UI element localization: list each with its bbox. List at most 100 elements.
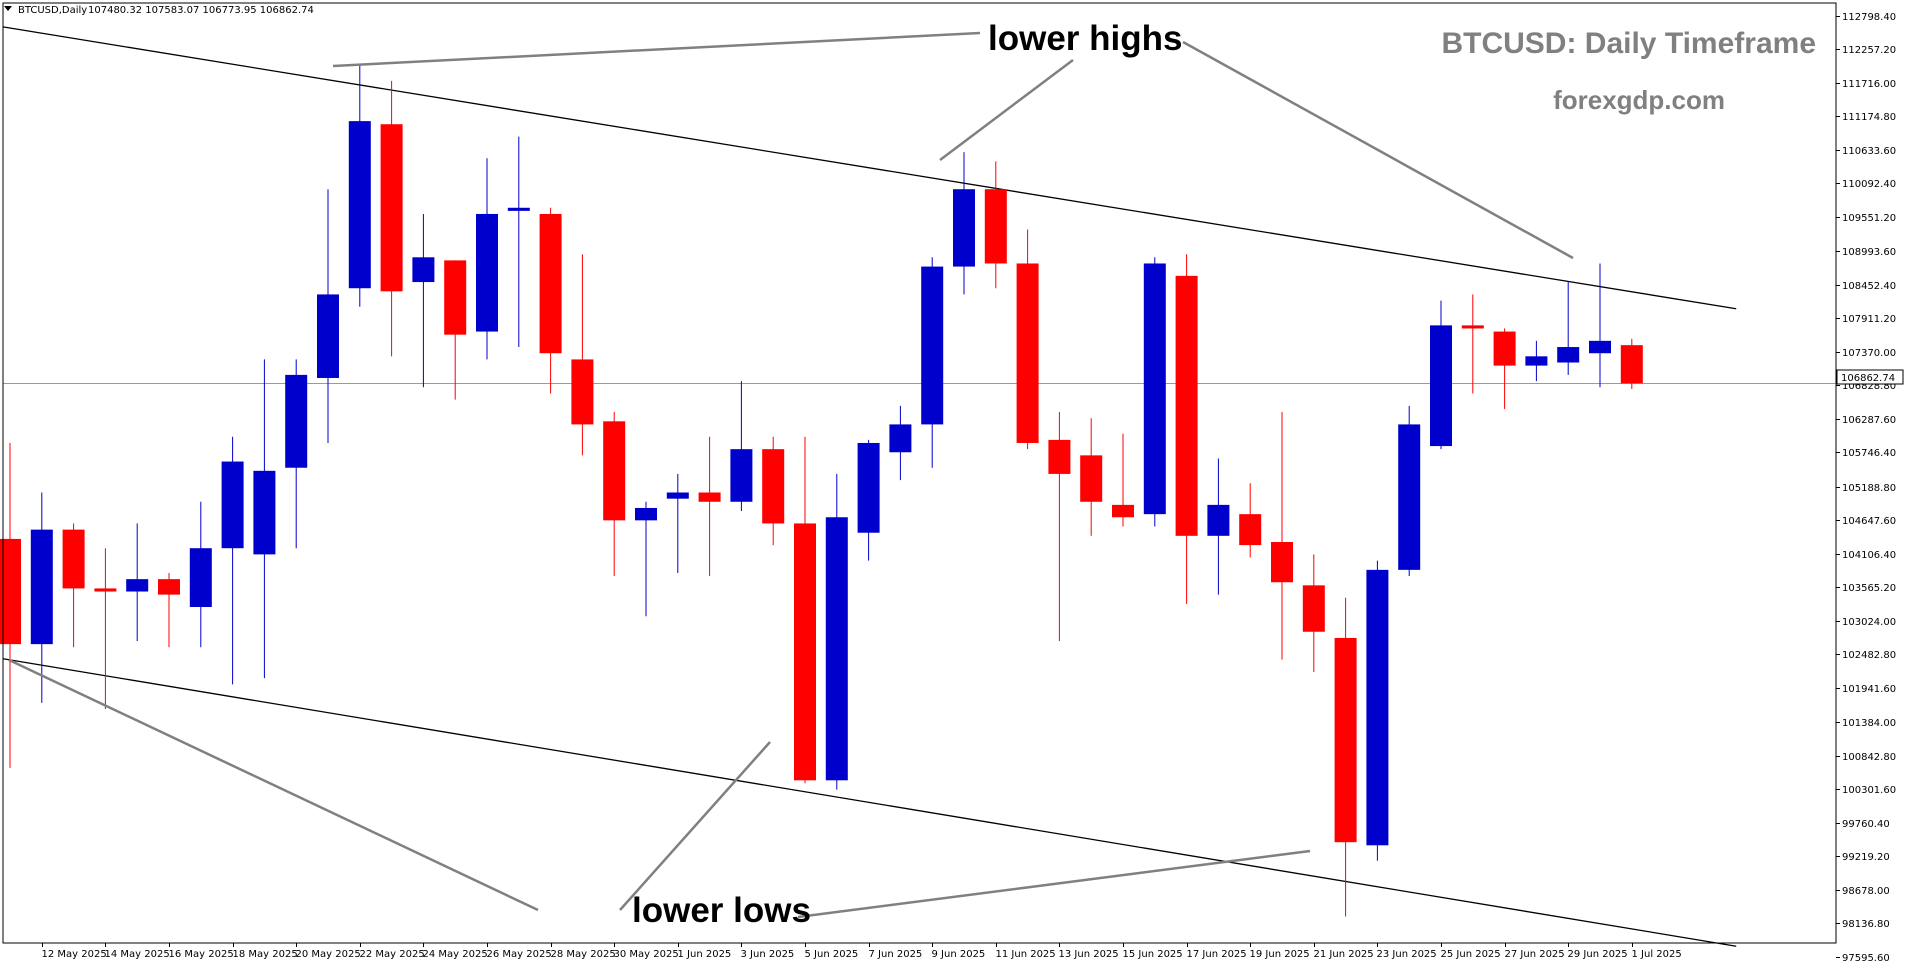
candle xyxy=(30,492,53,703)
annotation-pointer-line xyxy=(619,741,771,911)
candle-body xyxy=(253,470,276,555)
candle-body xyxy=(317,294,339,378)
candle xyxy=(1620,338,1643,389)
candle xyxy=(1143,257,1166,527)
trendlines xyxy=(2,26,1737,947)
x-tick-label: 13 Jun 2025 xyxy=(1059,949,1119,960)
candle xyxy=(507,136,530,348)
y-tick-label: 99219.20 xyxy=(1842,852,1890,863)
candle-body xyxy=(1302,585,1325,632)
candle-body xyxy=(698,492,721,502)
candle xyxy=(1461,294,1484,394)
y-tick-label: 104647.60 xyxy=(1842,516,1896,527)
candle xyxy=(1366,560,1389,861)
candle xyxy=(317,189,339,443)
y-tick-label: 112257.20 xyxy=(1842,45,1896,56)
candle-body xyxy=(1430,325,1452,447)
y-tick-label: 98678.00 xyxy=(1842,886,1890,897)
candle xyxy=(253,359,276,679)
x-tick-label: 5 Jun 2025 xyxy=(805,949,859,960)
candle-body xyxy=(1016,263,1039,443)
y-tick-label: 103024.00 xyxy=(1842,617,1896,628)
y-tick-label: 111174.80 xyxy=(1842,112,1896,123)
candle-body xyxy=(1366,569,1389,846)
candle-body xyxy=(571,359,594,425)
candle-body xyxy=(158,579,180,595)
x-tick-label: 19 Jun 2025 xyxy=(1250,949,1310,960)
candle xyxy=(1080,418,1103,536)
candle-body xyxy=(1143,263,1166,515)
candle-body xyxy=(794,523,816,781)
y-tick-label: 105188.80 xyxy=(1842,483,1896,494)
candle-body xyxy=(1398,424,1421,570)
candle xyxy=(762,436,785,546)
candle xyxy=(1048,412,1071,642)
candle xyxy=(1493,328,1516,409)
candle-body xyxy=(30,529,53,645)
candle xyxy=(1430,300,1452,450)
y-tick-label: 102482.80 xyxy=(1842,650,1896,661)
candle-body xyxy=(889,424,912,453)
x-tick-label: 3 Jun 2025 xyxy=(741,949,795,960)
candle-body xyxy=(348,121,371,289)
candle-body xyxy=(507,207,530,211)
candle-body xyxy=(1239,514,1262,546)
annotation-pointer-line xyxy=(797,849,1311,919)
candle-body xyxy=(62,529,85,589)
candle xyxy=(857,439,880,561)
candle-body xyxy=(921,266,944,425)
candle xyxy=(0,442,21,768)
x-tick-label: 28 May 2025 xyxy=(551,949,616,960)
y-tick-label: 110092.40 xyxy=(1842,179,1896,190)
candle xyxy=(1271,412,1293,660)
y-tick-label: 101941.60 xyxy=(1842,684,1896,695)
current-price-label: 106862.74 xyxy=(1841,373,1895,384)
x-tick-label: 22 May 2025 xyxy=(360,949,425,960)
ohlc-readout: 107480.32 107583.07 106773.95 106862.74 xyxy=(88,5,314,16)
symbol-label: BTCUSD,Daily xyxy=(18,5,87,16)
y-tick-label: 101384.00 xyxy=(1842,718,1896,729)
x-tick-label: 24 May 2025 xyxy=(423,949,488,960)
candle xyxy=(221,436,244,685)
candle-body xyxy=(1557,347,1580,363)
x-tick-label: 20 May 2025 xyxy=(296,949,361,960)
candle xyxy=(1207,458,1230,595)
candle-body xyxy=(666,492,689,499)
candle xyxy=(412,213,435,388)
candle xyxy=(62,523,85,648)
annotation-lower-lows: lower lows xyxy=(632,891,811,930)
candle xyxy=(476,158,498,360)
current-price-tag: 106862.74 xyxy=(1836,369,1904,385)
candle-body xyxy=(476,213,498,332)
candle-body xyxy=(1620,345,1643,384)
candle xyxy=(571,254,594,456)
y-tick-label: 100301.60 xyxy=(1842,785,1896,796)
candle-body xyxy=(1525,356,1548,366)
candle-body xyxy=(444,260,467,335)
x-tick-label: 16 May 2025 xyxy=(169,949,234,960)
candle xyxy=(603,412,626,577)
chart-header: BTCUSD,Daily 107480.32 107583.07 106773.… xyxy=(4,5,314,16)
candle-body xyxy=(1461,325,1484,329)
x-tick-label: 25 Jun 2025 xyxy=(1441,949,1501,960)
candle xyxy=(539,207,562,394)
candle-body xyxy=(635,507,657,521)
y-tick-label: 107370.00 xyxy=(1842,348,1896,359)
candle-body xyxy=(221,461,244,549)
y-tick-label: 107911.20 xyxy=(1842,314,1896,325)
x-tick-label: 12 May 2025 xyxy=(42,949,107,960)
candle xyxy=(921,257,944,468)
x-tick-label: 26 May 2025 xyxy=(487,949,552,960)
candle xyxy=(348,65,371,307)
x-tick-label: 17 Jun 2025 xyxy=(1187,949,1247,960)
candle-body xyxy=(1334,637,1357,843)
candle-body xyxy=(857,442,880,533)
x-tick-label: 1 Jun 2025 xyxy=(678,949,732,960)
x-tick-label: 27 Jun 2025 xyxy=(1505,949,1565,960)
candle xyxy=(1398,405,1421,577)
triangle-down-icon[interactable] xyxy=(4,6,12,11)
candle xyxy=(1557,282,1580,375)
